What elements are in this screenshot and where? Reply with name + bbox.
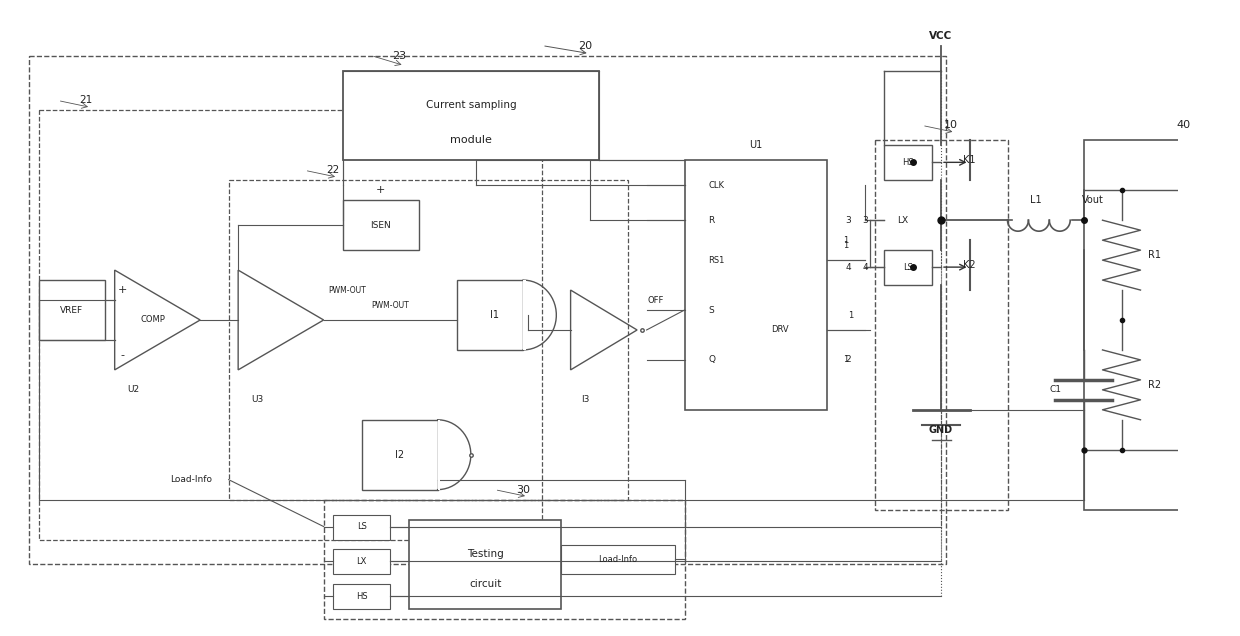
Text: Load-Info: Load-Info xyxy=(170,475,212,484)
Bar xyxy=(228,180,627,500)
Text: HS: HS xyxy=(356,592,367,601)
Bar xyxy=(30,55,946,565)
Text: GND: GND xyxy=(929,425,954,435)
Bar xyxy=(38,111,542,539)
Text: R2: R2 xyxy=(1148,380,1162,390)
Text: Q: Q xyxy=(708,356,715,364)
Bar xyxy=(342,200,419,250)
Text: VREF: VREF xyxy=(61,305,83,315)
Text: 10: 10 xyxy=(944,120,957,130)
Text: 30: 30 xyxy=(516,485,531,495)
Text: U1: U1 xyxy=(749,141,763,150)
Bar xyxy=(523,280,526,350)
Text: K2: K2 xyxy=(963,260,976,270)
Bar xyxy=(884,250,931,285)
Bar xyxy=(334,515,391,539)
Text: 1: 1 xyxy=(848,310,853,319)
Text: C1: C1 xyxy=(1049,385,1061,394)
Text: 1: 1 xyxy=(843,236,848,245)
Text: +: + xyxy=(118,285,126,295)
Text: K1: K1 xyxy=(963,155,976,165)
Text: 1: 1 xyxy=(843,240,848,250)
Text: RS1: RS1 xyxy=(708,256,724,265)
Text: 3: 3 xyxy=(844,216,851,225)
Bar xyxy=(334,550,391,574)
Text: S: S xyxy=(708,305,714,315)
Text: PWM-OUT: PWM-OUT xyxy=(329,286,366,294)
Text: module: module xyxy=(450,135,492,146)
Bar xyxy=(884,146,931,180)
Text: R: R xyxy=(708,216,714,225)
Text: 23: 23 xyxy=(393,51,407,60)
Text: LS: LS xyxy=(903,263,913,272)
Text: 40: 40 xyxy=(1177,120,1190,130)
Text: R1: R1 xyxy=(1148,250,1161,260)
Text: 1: 1 xyxy=(843,356,848,364)
Text: +: + xyxy=(376,185,386,195)
Text: 3: 3 xyxy=(862,216,868,225)
Bar xyxy=(324,500,684,619)
Text: Current sampling: Current sampling xyxy=(425,100,516,111)
Bar xyxy=(342,71,599,160)
Text: HS: HS xyxy=(901,158,914,167)
Bar xyxy=(1084,141,1235,509)
Bar xyxy=(874,141,1008,509)
Text: CLK: CLK xyxy=(708,181,724,190)
Bar xyxy=(684,160,827,410)
Text: I1: I1 xyxy=(490,310,500,320)
Text: -: - xyxy=(120,350,124,360)
Text: U3: U3 xyxy=(250,396,263,404)
Text: VCC: VCC xyxy=(930,31,952,41)
Text: DRV: DRV xyxy=(771,326,789,335)
Text: Vout: Vout xyxy=(1083,195,1104,205)
Text: circuit: circuit xyxy=(469,579,501,590)
Text: LX: LX xyxy=(356,557,367,566)
Text: ISEN: ISEN xyxy=(371,221,391,230)
Text: OFF: OFF xyxy=(647,296,665,305)
Bar xyxy=(560,544,675,574)
Text: Load-Info: Load-Info xyxy=(599,555,637,564)
Text: 4: 4 xyxy=(862,263,868,272)
Bar xyxy=(362,420,438,490)
Bar xyxy=(456,280,523,350)
Text: I2: I2 xyxy=(396,450,404,460)
Bar xyxy=(334,584,391,609)
Text: 4: 4 xyxy=(846,263,851,272)
Text: LS: LS xyxy=(357,522,367,531)
Bar xyxy=(38,280,105,340)
Bar xyxy=(438,420,440,490)
Text: 21: 21 xyxy=(79,95,93,106)
Text: Testing: Testing xyxy=(466,550,503,560)
Text: 2: 2 xyxy=(846,356,851,364)
Text: PWM-OUT: PWM-OUT xyxy=(371,301,409,310)
Text: LX: LX xyxy=(897,216,908,225)
Text: 22: 22 xyxy=(326,165,340,176)
Bar xyxy=(409,520,560,609)
Text: COMP: COMP xyxy=(140,315,165,324)
Text: L1: L1 xyxy=(1030,195,1042,205)
Text: U2: U2 xyxy=(128,385,140,394)
Text: I3: I3 xyxy=(580,396,589,404)
Text: 20: 20 xyxy=(578,41,591,51)
